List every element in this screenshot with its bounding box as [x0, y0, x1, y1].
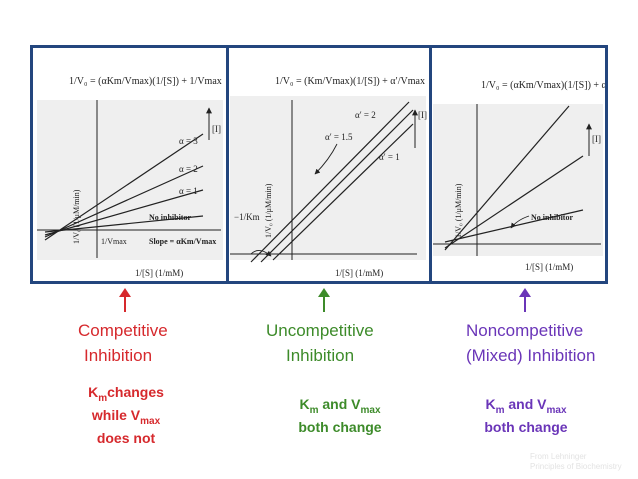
inhibitor-label: [I]	[212, 124, 221, 134]
panel-competitive: 1/V₀ = (αKm/Vmax)(1/[S]) + 1/Vmax [I] α …	[37, 76, 223, 278]
note-vmax: while V	[91, 406, 141, 423]
note-and-v: and V	[504, 396, 547, 412]
plot-area	[230, 96, 426, 260]
slope-label: Slope = αKm/Vmax	[149, 237, 216, 246]
note-km-sub: m	[98, 392, 108, 404]
caption-uncompetitive-line1: Uncompetitive	[266, 321, 374, 340]
note-competitive: Kmchanges while Vmax does not	[74, 384, 178, 447]
line-alpha-2	[44, 165, 204, 238]
note-k: K	[485, 396, 496, 412]
line-inhibitor-high	[444, 105, 570, 251]
caption-uncompetitive-line2: Inhibition	[286, 346, 355, 365]
annotation-pointer	[314, 143, 338, 175]
note-noncompetitive: Km and Vmax both change	[466, 396, 586, 436]
note-k: K	[299, 396, 310, 412]
line-alpha-prime-1-5	[260, 109, 414, 263]
arrow-up-uncompetitive	[318, 288, 330, 312]
note-uncompetitive: Km and Vmax both change	[280, 396, 400, 436]
credit-line1: From Lehninger	[530, 452, 587, 461]
note-km-k: K	[88, 384, 99, 400]
note-v-sub: max	[546, 404, 567, 416]
y-axis-label: 1/V₀ (1/μM/min)	[72, 189, 81, 244]
caption-competitive-line1: Competitive	[78, 321, 168, 340]
label-alpha-prime-1: α′ = 1	[379, 152, 400, 162]
annotation-pointer	[510, 215, 530, 229]
label-alpha-prime-2: α′ = 2	[355, 110, 376, 120]
plot-area	[37, 100, 223, 260]
note-noncompetitive-line1: Km and Vmax	[466, 396, 586, 419]
note-k-sub: m	[495, 404, 505, 416]
line-inhibitor-low	[444, 155, 584, 249]
arrow-up-competitive	[119, 288, 131, 312]
y-axis-label: 1/V₀ (1/μM/min)	[454, 183, 463, 238]
x-axis-label: 1/[S] (1/mM)	[525, 262, 573, 272]
note-and-v: and V	[318, 396, 361, 412]
caption-noncompetitive-line1: Noncompetitive	[466, 321, 584, 340]
line-alpha-prime-1	[272, 123, 414, 261]
note-k-sub: m	[309, 404, 319, 416]
panel-divider	[226, 48, 229, 281]
note-noncompetitive-line2: both change	[484, 418, 568, 435]
plots: 1/V₀ = (αKm/Vmax)(1/[S]) + 1/Vmax [I] α …	[37, 76, 605, 278]
note-competitive-line1: Kmchanges	[74, 384, 178, 407]
line-alpha-1	[44, 189, 204, 236]
equation: 1/V₀ = (αKm/Vmax)(1/[S]) + α′/Vmax	[481, 80, 605, 91]
credit-line2: Principles of Biochemistry	[530, 462, 622, 471]
panel-divider	[429, 48, 432, 281]
label-no-inhibitor: No inhibitor	[531, 213, 573, 222]
equation: 1/V₀ = (Km/Vmax)(1/[S]) + α′/Vmax	[275, 76, 425, 87]
label-alpha-3: α = 3	[179, 136, 198, 146]
equation: 1/V₀ = (αKm/Vmax)(1/[S]) + 1/Vmax	[69, 76, 222, 87]
source-credit: From Lehninger Principles of Biochemistr…	[530, 452, 622, 472]
intercept-arrow	[250, 250, 272, 257]
inhibitor-label: [I]	[592, 134, 601, 144]
label-no-inhibitor: No inhibitor	[149, 213, 191, 222]
line-no-inhibitor	[44, 215, 204, 233]
note-v-sub: max	[360, 404, 381, 416]
caption-noncompetitive-line2: (Mixed) Inhibition	[466, 346, 596, 365]
note-vmax-sub: max	[140, 415, 161, 427]
line-alpha-3	[44, 133, 204, 241]
caption-competitive-line2: Inhibition	[84, 346, 153, 365]
inhibitor-label: [I]	[418, 110, 427, 120]
label-alpha-1: α = 1	[179, 186, 198, 196]
note-uncompetitive-line1: Km and Vmax	[280, 396, 400, 419]
intercept-label: 1/Vmax	[101, 237, 127, 246]
panel-noncompetitive: 1/V₀ = (αKm/Vmax)(1/[S]) + α′/Vmax [I] N…	[433, 80, 605, 272]
label-alpha-2: α = 2	[179, 164, 198, 174]
note-uncompetitive-line2: both change	[298, 418, 382, 435]
note-km-rest: changes	[107, 384, 164, 400]
note-competitive-line2: while Vmax	[74, 407, 178, 430]
y-axis-label: 1/V₀ (1/μM/min)	[264, 183, 273, 238]
figure-frame: 1/V₀ = (αKm/Vmax)(1/[S]) + 1/Vmax [I] α …	[30, 45, 608, 284]
line-alpha-prime-2	[250, 101, 410, 263]
note-competitive-line3: does not	[96, 429, 156, 446]
intercept-label: −1/Km	[234, 212, 260, 222]
label-alpha-prime-1-5: α′ = 1.5	[325, 132, 353, 142]
x-axis-label: 1/[S] (1/mM)	[135, 268, 183, 278]
x-axis-label: 1/[S] (1/mM)	[335, 268, 383, 278]
arrow-up-noncompetitive	[519, 288, 531, 312]
panel-uncompetitive: 1/V₀ = (Km/Vmax)(1/[S]) + α′/Vmax [I] α′…	[230, 76, 427, 278]
